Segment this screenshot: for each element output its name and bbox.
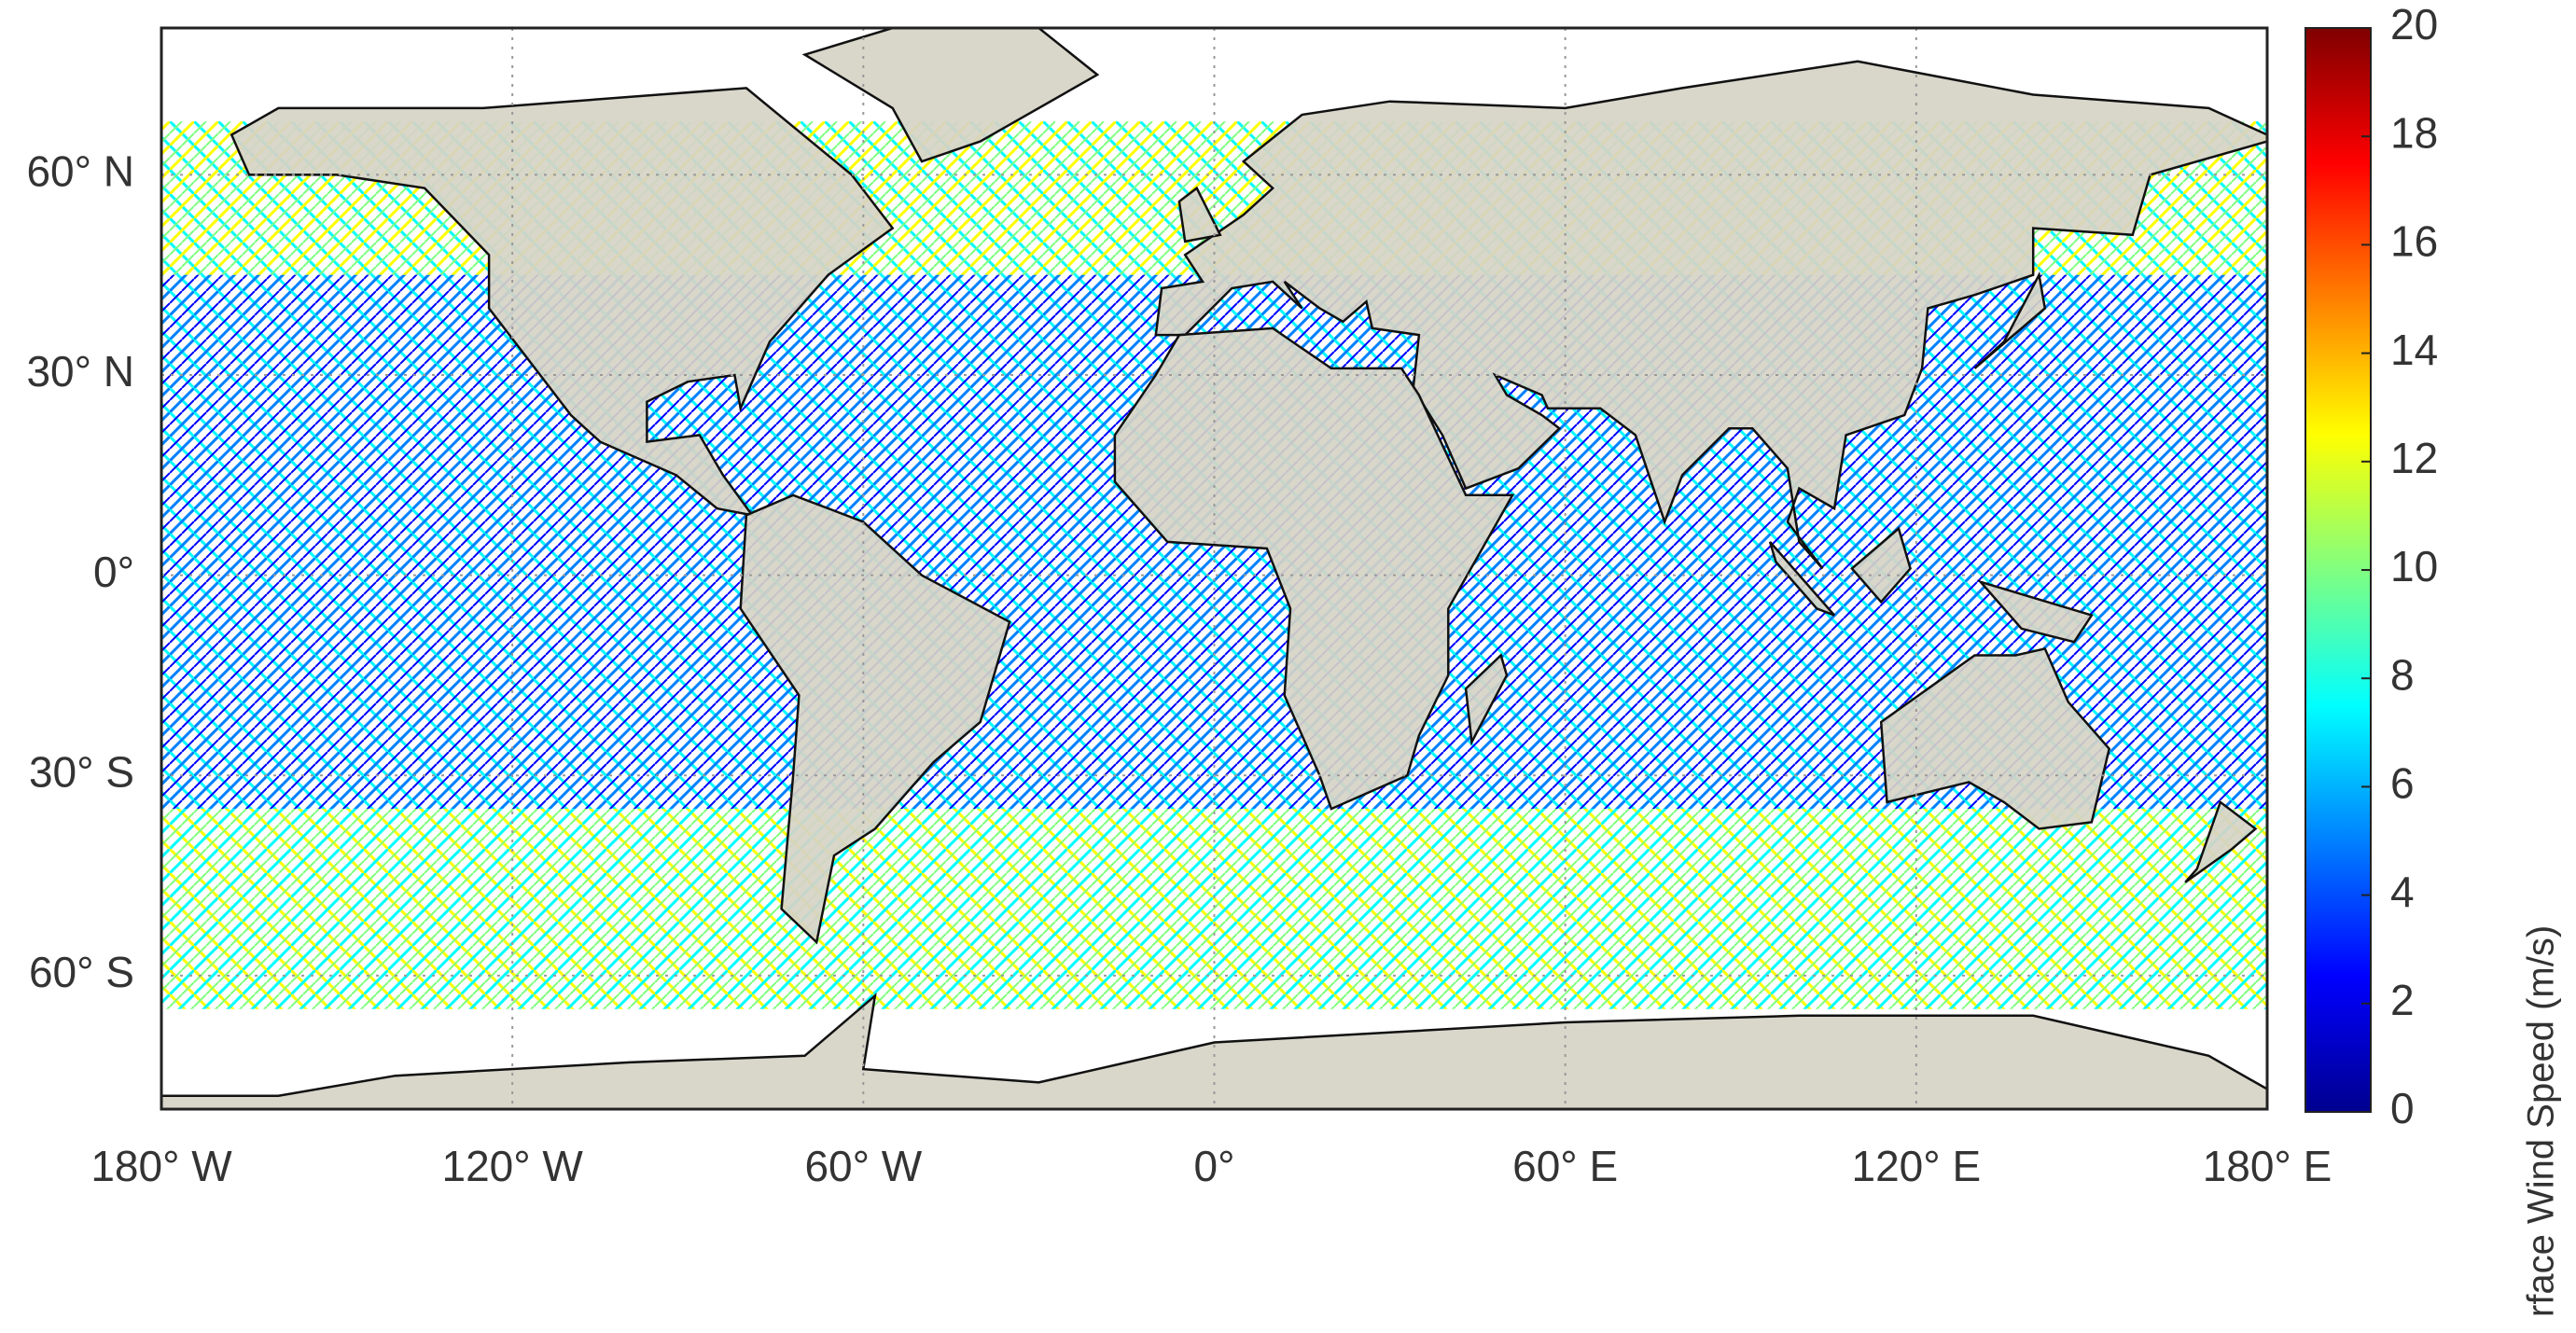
lon-tick-label: 0°: [1194, 1142, 1235, 1190]
lat-tick-label: 60° N: [26, 147, 134, 196]
landmass: [2184, 799, 2258, 883]
lat-tick-label: 0°: [93, 548, 134, 596]
colorbar-tick-label: 6: [2390, 759, 2415, 808]
colorbar-tick-label: 20: [2390, 0, 2438, 49]
colorbar-label: rface Wind Speed (m/s): [2521, 925, 2562, 1317]
colorbar-tick-label: 10: [2390, 542, 2438, 590]
landmass: [1177, 186, 1222, 243]
lon-tick-label: 120° W: [441, 1142, 583, 1190]
landmass: [1154, 60, 2267, 570]
landmass: [230, 87, 895, 518]
colorbar-tick-label: 18: [2390, 108, 2438, 157]
lat-tick-label: 30° S: [29, 747, 134, 796]
landmass: [1768, 541, 1836, 617]
colorbar-tick-label: 8: [2390, 650, 2415, 699]
colorbar: [2304, 27, 2372, 1113]
lon-tick-label: 60° E: [1512, 1142, 1618, 1190]
landmass: [801, 28, 1100, 163]
colorbar-tick-label: 16: [2390, 217, 2438, 266]
colorbar-tick-label: 14: [2390, 326, 2438, 374]
colorbar-tick-label: 0: [2390, 1084, 2415, 1132]
colorbar-tick-label: 2: [2390, 976, 2415, 1024]
landmass: [161, 993, 2267, 1109]
lon-tick-label: 60° W: [804, 1142, 922, 1190]
landmass: [1850, 526, 1912, 604]
landmass: [739, 493, 1011, 945]
lon-tick-label: 180° E: [2203, 1142, 2332, 1190]
landmass: [1464, 653, 1509, 746]
map-frame: [160, 26, 2269, 1111]
colorbar-tick-label: 4: [2390, 868, 2415, 916]
lon-tick-label: 180° W: [91, 1142, 232, 1190]
landmass: [1973, 271, 2047, 369]
lon-tick-label: 120° E: [1852, 1142, 1982, 1190]
landmass: [1976, 579, 2094, 644]
lat-tick-label: 30° N: [26, 347, 134, 396]
swath-south: [161, 809, 2267, 1009]
lat-tick-label: 60° S: [29, 948, 134, 996]
landmass: [1879, 646, 2111, 830]
colorbar-tick-label: 12: [2390, 434, 2438, 482]
